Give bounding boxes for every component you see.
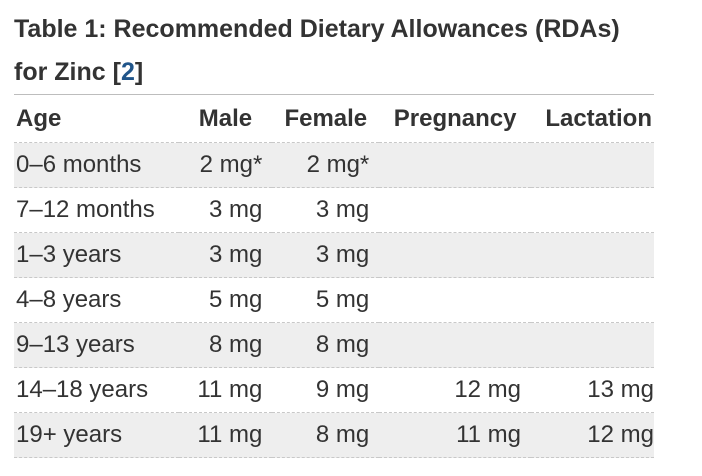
- header-male: Male: [178, 95, 273, 143]
- cell-male: 11 mg: [178, 367, 273, 413]
- cell-male: 5 mg: [178, 277, 273, 323]
- table-row: 14–18 years 11 mg 9 mg 12 mg 13 mg: [14, 367, 654, 413]
- zinc-rda-table: Age Male Female Pregnancy Lactation 0–6 …: [14, 95, 654, 458]
- header-female: Female: [272, 95, 380, 143]
- cell-male: 11 mg: [178, 412, 273, 458]
- cell-male: 2 mg*: [178, 142, 273, 188]
- reference-link[interactable]: 2: [120, 58, 135, 86]
- cell-pregnancy: [379, 322, 532, 368]
- cell-female: 8 mg: [272, 322, 380, 368]
- cell-lactation: 13 mg: [531, 367, 654, 413]
- table-row: 7–12 months 3 mg 3 mg: [14, 187, 654, 233]
- table-row: 4–8 years 5 mg 5 mg: [14, 277, 654, 323]
- cell-lactation: [531, 142, 654, 188]
- cell-age: 9–13 years: [14, 322, 179, 368]
- cell-lactation: 12 mg: [531, 412, 654, 458]
- cell-age: 19+ years: [14, 412, 179, 458]
- rda-table-container: Table 1: Recommended Dietary Allowances …: [14, 8, 654, 458]
- cell-pregnancy: [379, 277, 532, 323]
- cell-male: 3 mg: [178, 187, 273, 233]
- cell-pregnancy: [379, 187, 532, 233]
- table-row: 1–3 years 3 mg 3 mg: [14, 232, 654, 278]
- header-pregnancy: Pregnancy: [379, 95, 532, 143]
- cell-lactation: [531, 187, 654, 233]
- table-row: 19+ years 11 mg 8 mg 11 mg 12 mg: [14, 412, 654, 458]
- cell-male: 8 mg: [178, 322, 273, 368]
- cell-pregnancy: 11 mg: [379, 412, 532, 458]
- header-lactation: Lactation: [531, 95, 654, 143]
- table-caption: Table 1: Recommended Dietary Allowances …: [14, 8, 654, 95]
- table-header-row: Age Male Female Pregnancy Lactation: [14, 95, 654, 143]
- cell-age: 4–8 years: [14, 277, 179, 323]
- cell-female: 3 mg: [272, 232, 380, 278]
- table-row: 0–6 months 2 mg* 2 mg*: [14, 142, 654, 188]
- cell-age: 1–3 years: [14, 232, 179, 278]
- cell-female: 3 mg: [272, 187, 380, 233]
- table-row: 9–13 years 8 mg 8 mg: [14, 322, 654, 368]
- cell-female: 2 mg*: [272, 142, 380, 188]
- cell-pregnancy: [379, 232, 532, 278]
- caption-title: Table 1: Recommended Dietary Allowances …: [14, 15, 620, 86]
- cell-age: 0–6 months: [14, 142, 179, 188]
- cell-age: 7–12 months: [14, 187, 179, 233]
- cell-male: 3 mg: [178, 232, 273, 278]
- cell-pregnancy: [379, 142, 532, 188]
- cell-lactation: [531, 277, 654, 323]
- cell-lactation: [531, 232, 654, 278]
- cell-pregnancy: 12 mg: [379, 367, 532, 413]
- cell-age: 14–18 years: [14, 367, 179, 413]
- caption-close-bracket: ]: [134, 58, 144, 86]
- header-age: Age: [14, 95, 179, 143]
- cell-female: 8 mg: [272, 412, 380, 458]
- cell-lactation: [531, 322, 654, 368]
- cell-female: 5 mg: [272, 277, 380, 323]
- cell-female: 9 mg: [272, 367, 380, 413]
